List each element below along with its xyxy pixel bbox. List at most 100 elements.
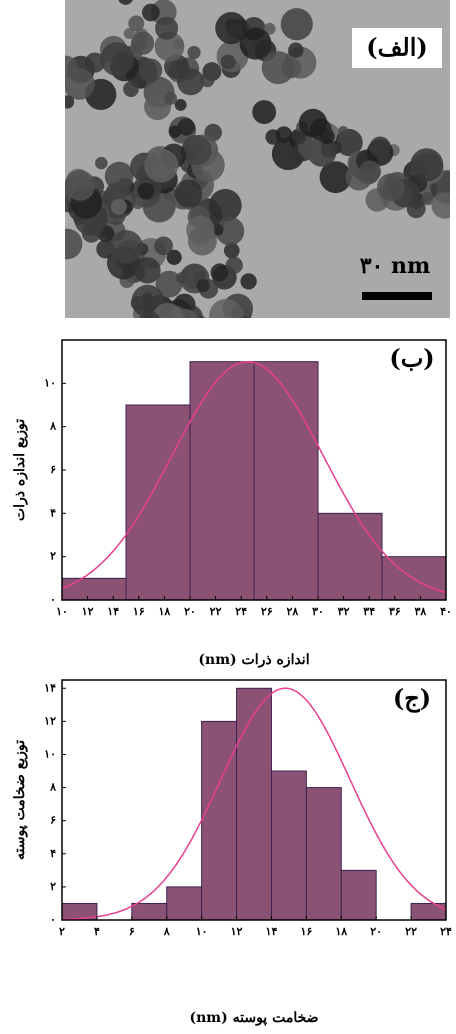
- x-tick-label: ۴: [94, 925, 100, 938]
- particle: [45, 52, 57, 64]
- particle: [369, 136, 391, 158]
- x-axis-label: ضخامت پوسته (nm): [189, 1010, 318, 1026]
- particle: [225, 256, 243, 274]
- x-axis-label: اندازه ذرات (nm): [198, 652, 309, 668]
- particle: [95, 156, 108, 170]
- bar: [270, 770, 307, 921]
- particle: [105, 182, 127, 204]
- x-tick-label: ۲۲: [210, 605, 222, 618]
- particle: [187, 226, 217, 256]
- bar: [410, 902, 447, 921]
- x-tick-label: ۳۰: [312, 605, 324, 618]
- particle: [141, 3, 160, 22]
- particle: [84, 52, 106, 73]
- x-tick-label: ۲: [59, 925, 65, 938]
- bar: [125, 404, 191, 601]
- y-tick-label: ۶: [50, 463, 56, 476]
- particle: [168, 125, 181, 138]
- particle: [230, 305, 245, 318]
- x-tick-label: ۱۲: [82, 605, 94, 618]
- panel-label: (ب): [389, 344, 434, 373]
- particle: [252, 100, 277, 124]
- plot-frame: [61, 679, 447, 921]
- x-tick-label: ۱۰: [56, 605, 68, 618]
- particle: [239, 316, 249, 318]
- particle: [81, 223, 101, 243]
- particle: [319, 161, 352, 194]
- tem-image: (الف) ۳۰ nm: [45, 0, 456, 318]
- particle: [175, 272, 188, 284]
- particle: [377, 173, 405, 202]
- bar: [305, 787, 342, 921]
- bar: [201, 720, 238, 921]
- particle: [196, 279, 210, 293]
- particle: [288, 42, 304, 58]
- x-tick-label: ۱۸: [335, 925, 347, 938]
- particle: [263, 22, 276, 35]
- x-tick-label: ۱۴: [107, 605, 119, 618]
- particle: [223, 242, 240, 259]
- y-axis-label: توزیع ضخامت پوسته: [12, 740, 28, 860]
- particle: [164, 91, 178, 105]
- particle: [128, 15, 145, 32]
- particle: [132, 198, 144, 210]
- x-tick-label: ۱۴: [266, 925, 278, 938]
- particle: [298, 108, 328, 138]
- particle: [166, 249, 182, 265]
- particle: [450, 200, 456, 228]
- particle: [100, 42, 135, 77]
- y-tick-label: ۸: [49, 781, 56, 794]
- particle: [174, 179, 203, 208]
- bar: [236, 687, 272, 921]
- image-label: (الف): [366, 33, 428, 62]
- particle: [431, 192, 450, 219]
- x-tick-label: ۲۸: [286, 605, 298, 618]
- particle: [110, 198, 127, 215]
- bar: [340, 869, 377, 921]
- particle: [421, 192, 435, 206]
- particle: [174, 98, 187, 111]
- y-tick-label: ۰: [50, 913, 56, 926]
- x-tick-label: ۲۴: [440, 925, 452, 938]
- y-tick-label: ۴: [50, 506, 56, 519]
- particle: [261, 51, 295, 85]
- image-label-box: [352, 28, 442, 68]
- particle: [134, 257, 161, 284]
- x-tick-label: ۳۴: [363, 605, 375, 618]
- x-tick-label: ۲۶: [261, 605, 273, 618]
- bar: [166, 886, 203, 921]
- bar: [253, 361, 319, 601]
- particle: [177, 118, 195, 136]
- x-tick-label: ۱۰: [196, 925, 208, 938]
- x-tick-label: ۳۸: [414, 605, 426, 618]
- particle: [240, 273, 257, 290]
- y-axis-label: توزیع اندازه ذرات: [12, 419, 28, 521]
- y-tick-label: ۸: [49, 420, 56, 433]
- x-tick-label: ۶: [129, 925, 135, 938]
- x-tick-label: ۸: [163, 925, 170, 938]
- fit-curve: [62, 687, 447, 921]
- particle: [200, 72, 215, 88]
- y-tick-label: ۴: [50, 847, 56, 860]
- particle: [65, 228, 83, 260]
- particle: [215, 216, 245, 246]
- y-tick-label: ۲: [50, 880, 56, 893]
- particle: [406, 199, 426, 219]
- bar: [317, 512, 383, 601]
- particle: [155, 270, 183, 298]
- particle: [280, 8, 313, 41]
- x-tick-label: ۲۰: [184, 605, 196, 618]
- particle: [150, 162, 165, 177]
- particle: [138, 58, 163, 83]
- scale-bar: [362, 292, 432, 300]
- x-tick-label: ۴۰: [440, 605, 452, 618]
- scale-label: ۳۰ nm: [360, 253, 431, 279]
- particle: [275, 126, 293, 144]
- bar: [189, 361, 255, 601]
- fit-curve: [61, 360, 447, 594]
- particle: [292, 130, 307, 145]
- particle: [181, 134, 212, 166]
- particle: [189, 47, 200, 59]
- particle: [109, 230, 143, 264]
